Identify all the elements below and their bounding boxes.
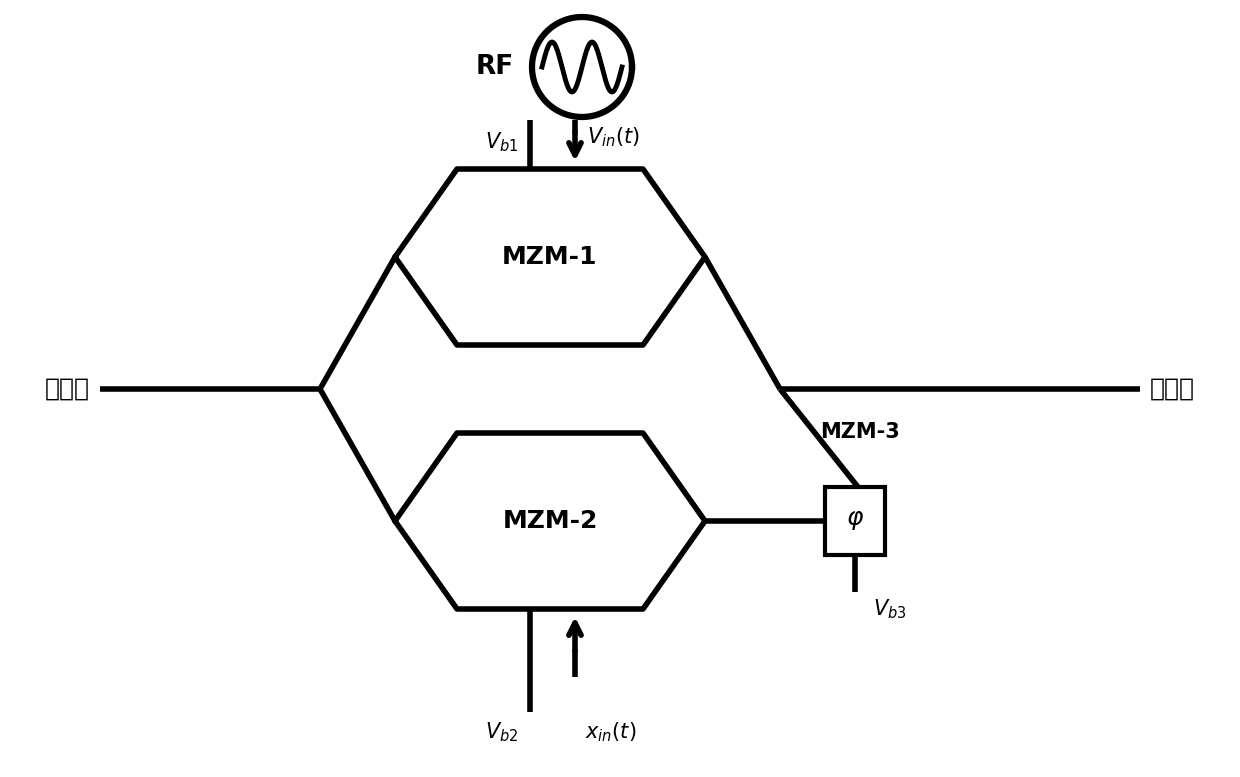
Text: MZM-2: MZM-2 <box>502 509 598 533</box>
Text: MZM-3: MZM-3 <box>820 422 900 442</box>
Text: 光输出: 光输出 <box>1149 377 1195 401</box>
Text: 光输入: 光输入 <box>45 377 91 401</box>
Text: $x_{in}(t)$: $x_{in}(t)$ <box>585 720 636 744</box>
Text: $V_{b3}$: $V_{b3}$ <box>873 597 906 621</box>
Text: MZM-1: MZM-1 <box>502 245 598 269</box>
Text: $V_{b2}$: $V_{b2}$ <box>485 720 518 744</box>
Text: $V_{in}(t)$: $V_{in}(t)$ <box>587 125 640 148</box>
Text: $V_{b1}$: $V_{b1}$ <box>485 130 518 154</box>
Text: $\varphi$: $\varphi$ <box>846 510 864 532</box>
Text: RF: RF <box>476 54 515 80</box>
Bar <box>825 487 885 555</box>
